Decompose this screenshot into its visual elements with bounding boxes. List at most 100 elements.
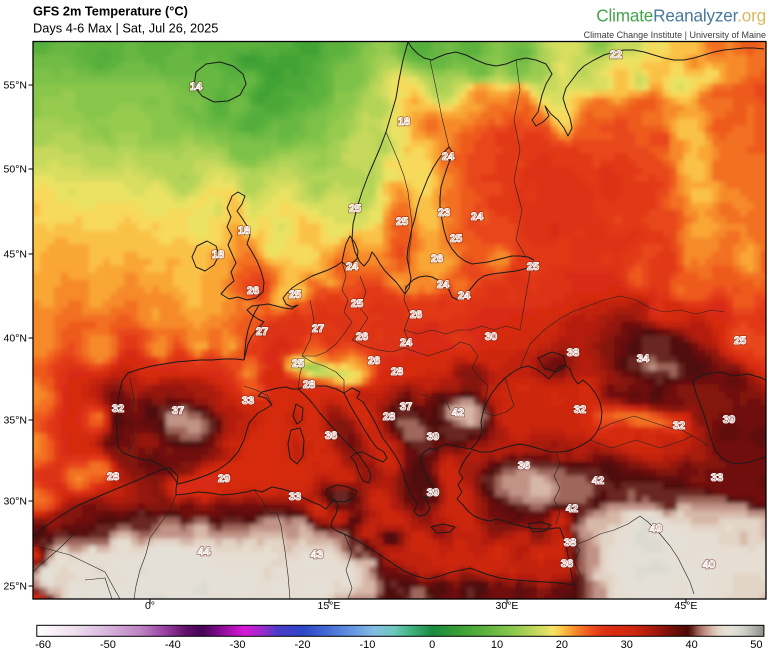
svg-text:37: 37 — [172, 405, 184, 417]
svg-text:33: 33 — [242, 395, 254, 407]
svg-text:10: 10 — [491, 639, 503, 651]
svg-text:25: 25 — [292, 358, 304, 370]
svg-text:25: 25 — [527, 261, 539, 273]
svg-text:36: 36 — [325, 430, 337, 442]
svg-text:24: 24 — [437, 279, 450, 291]
svg-text:24: 24 — [400, 337, 413, 349]
svg-text:25: 25 — [292, 358, 304, 370]
svg-text:42: 42 — [592, 475, 604, 487]
svg-text:15°E: 15°E — [318, 600, 341, 612]
svg-text:36: 36 — [561, 558, 573, 570]
svg-text:37: 37 — [400, 401, 412, 413]
svg-text:25: 25 — [351, 298, 363, 310]
svg-text:55°N: 55°N — [4, 80, 27, 92]
svg-text:30°N: 30°N — [4, 496, 27, 508]
svg-text:24: 24 — [471, 211, 484, 223]
svg-text:32: 32 — [673, 420, 685, 432]
svg-text:33: 33 — [289, 491, 301, 503]
svg-text:23: 23 — [438, 207, 450, 219]
svg-text:25: 25 — [450, 233, 462, 245]
svg-text:-50: -50 — [100, 639, 116, 651]
svg-text:40: 40 — [703, 559, 715, 571]
svg-text:44: 44 — [198, 546, 211, 558]
svg-text:-40: -40 — [165, 639, 181, 651]
svg-text:26: 26 — [431, 253, 443, 265]
svg-text:24: 24 — [442, 151, 455, 163]
svg-text:25: 25 — [527, 261, 539, 273]
svg-text:ClimateReanalyzer.org: ClimateReanalyzer.org — [596, 6, 766, 26]
svg-text:24: 24 — [458, 290, 471, 302]
svg-text:38: 38 — [564, 537, 576, 549]
svg-text:40: 40 — [703, 559, 715, 571]
svg-text:28: 28 — [383, 411, 395, 423]
svg-text:26: 26 — [410, 309, 422, 321]
svg-text:28: 28 — [303, 379, 315, 391]
svg-text:-30: -30 — [230, 639, 246, 651]
svg-text:22: 22 — [610, 49, 622, 61]
svg-text:43: 43 — [311, 549, 323, 561]
svg-text:29: 29 — [218, 473, 230, 485]
svg-text:27: 27 — [256, 326, 268, 338]
svg-text:35°N: 35°N — [4, 415, 27, 427]
svg-text:-60: -60 — [35, 639, 51, 651]
svg-text:-20: -20 — [295, 639, 311, 651]
svg-text:36: 36 — [325, 430, 337, 442]
svg-text:34: 34 — [637, 353, 650, 365]
svg-text:26: 26 — [410, 309, 422, 321]
svg-text:Climate Change Institute | Uni: Climate Change Institute | University of… — [584, 30, 766, 40]
svg-text:32: 32 — [673, 420, 685, 432]
svg-text:38: 38 — [567, 347, 579, 359]
svg-text:32: 32 — [112, 403, 124, 415]
svg-text:26: 26 — [356, 331, 368, 343]
svg-text:25: 25 — [396, 216, 408, 228]
svg-text:0: 0 — [429, 639, 435, 651]
svg-text:42: 42 — [592, 475, 604, 487]
svg-text:34: 34 — [637, 353, 650, 365]
svg-text:28: 28 — [383, 411, 395, 423]
svg-text:25: 25 — [349, 203, 361, 215]
svg-text:42: 42 — [452, 407, 464, 419]
svg-text:42: 42 — [452, 407, 464, 419]
svg-text:49: 49 — [650, 523, 662, 535]
svg-text:39: 39 — [427, 487, 439, 499]
svg-text:24: 24 — [437, 279, 450, 291]
svg-text:50°N: 50°N — [4, 164, 27, 176]
svg-text:27: 27 — [312, 323, 324, 335]
svg-text:24: 24 — [346, 261, 359, 273]
svg-text:40: 40 — [685, 639, 697, 651]
svg-text:39: 39 — [723, 414, 735, 426]
svg-text:25: 25 — [351, 298, 363, 310]
svg-text:28: 28 — [391, 366, 403, 378]
svg-text:50: 50 — [750, 639, 762, 651]
svg-text:30: 30 — [485, 331, 497, 343]
svg-text:27: 27 — [256, 326, 268, 338]
svg-text:28: 28 — [303, 379, 315, 391]
svg-text:0°: 0° — [145, 600, 155, 612]
svg-text:37: 37 — [172, 405, 184, 417]
svg-text:32: 32 — [574, 404, 586, 416]
svg-text:28: 28 — [107, 471, 119, 483]
svg-text:25°N: 25°N — [4, 581, 27, 593]
svg-text:30: 30 — [485, 331, 497, 343]
svg-text:18: 18 — [398, 116, 410, 128]
svg-text:26: 26 — [431, 253, 443, 265]
svg-text:-10: -10 — [359, 639, 375, 651]
svg-text:36: 36 — [561, 558, 573, 570]
svg-text:43: 43 — [311, 549, 323, 561]
svg-text:26: 26 — [356, 331, 368, 343]
svg-text:14: 14 — [190, 81, 203, 93]
svg-text:42: 42 — [566, 503, 578, 515]
svg-text:14: 14 — [190, 81, 203, 93]
svg-text:GFS 2m Temperature (°C): GFS 2m Temperature (°C) — [33, 4, 188, 19]
svg-text:49: 49 — [650, 523, 662, 535]
svg-text:39: 39 — [427, 431, 439, 443]
svg-text:33: 33 — [242, 395, 254, 407]
svg-text:18: 18 — [238, 225, 250, 237]
svg-text:24: 24 — [458, 290, 471, 302]
svg-text:24: 24 — [471, 211, 484, 223]
svg-text:24: 24 — [442, 151, 455, 163]
svg-text:26: 26 — [247, 285, 259, 297]
svg-text:25: 25 — [450, 233, 462, 245]
svg-text:27: 27 — [312, 323, 324, 335]
svg-text:18: 18 — [398, 116, 410, 128]
